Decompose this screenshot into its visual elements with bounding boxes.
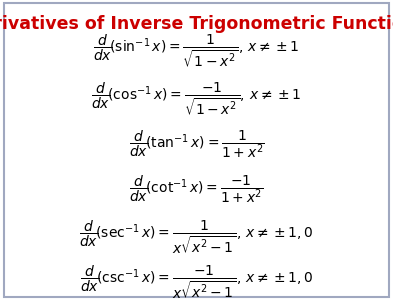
Text: $\dfrac{d}{dx}\!\left(\cot^{-1}x\right)=\dfrac{-1}{1+x^2}$: $\dfrac{d}{dx}\!\left(\cot^{-1}x\right)=…	[129, 173, 264, 205]
Text: $\dfrac{d}{dx}\!\left(\tan^{-1}x\right)=\dfrac{1}{1+x^2}$: $\dfrac{d}{dx}\!\left(\tan^{-1}x\right)=…	[129, 128, 264, 160]
Text: $\dfrac{d}{dx}\!\left(\csc^{-1}x\right)=\dfrac{-1}{x\sqrt{x^2-1}},\, x\neq\pm1,0: $\dfrac{d}{dx}\!\left(\csc^{-1}x\right)=…	[80, 263, 313, 300]
Text: Derivatives of Inverse Trigonometric Functions: Derivatives of Inverse Trigonometric Fun…	[0, 15, 393, 33]
FancyBboxPatch shape	[4, 3, 389, 297]
Text: $\dfrac{d}{dx}\!\left(\sec^{-1}x\right)=\dfrac{1}{x\sqrt{x^2-1}},\, x\neq\pm1,0$: $\dfrac{d}{dx}\!\left(\sec^{-1}x\right)=…	[79, 218, 314, 256]
Text: $\dfrac{d}{dx}\!\left(\sin^{-1}x\right)=\dfrac{1}{\sqrt{1-x^2}},\, x\neq\pm1$: $\dfrac{d}{dx}\!\left(\sin^{-1}x\right)=…	[93, 33, 300, 69]
Text: $\dfrac{d}{dx}\!\left(\cos^{-1}x\right)=\dfrac{-1}{\sqrt{1-x^2}},\, x\neq\pm1$: $\dfrac{d}{dx}\!\left(\cos^{-1}x\right)=…	[92, 81, 301, 117]
